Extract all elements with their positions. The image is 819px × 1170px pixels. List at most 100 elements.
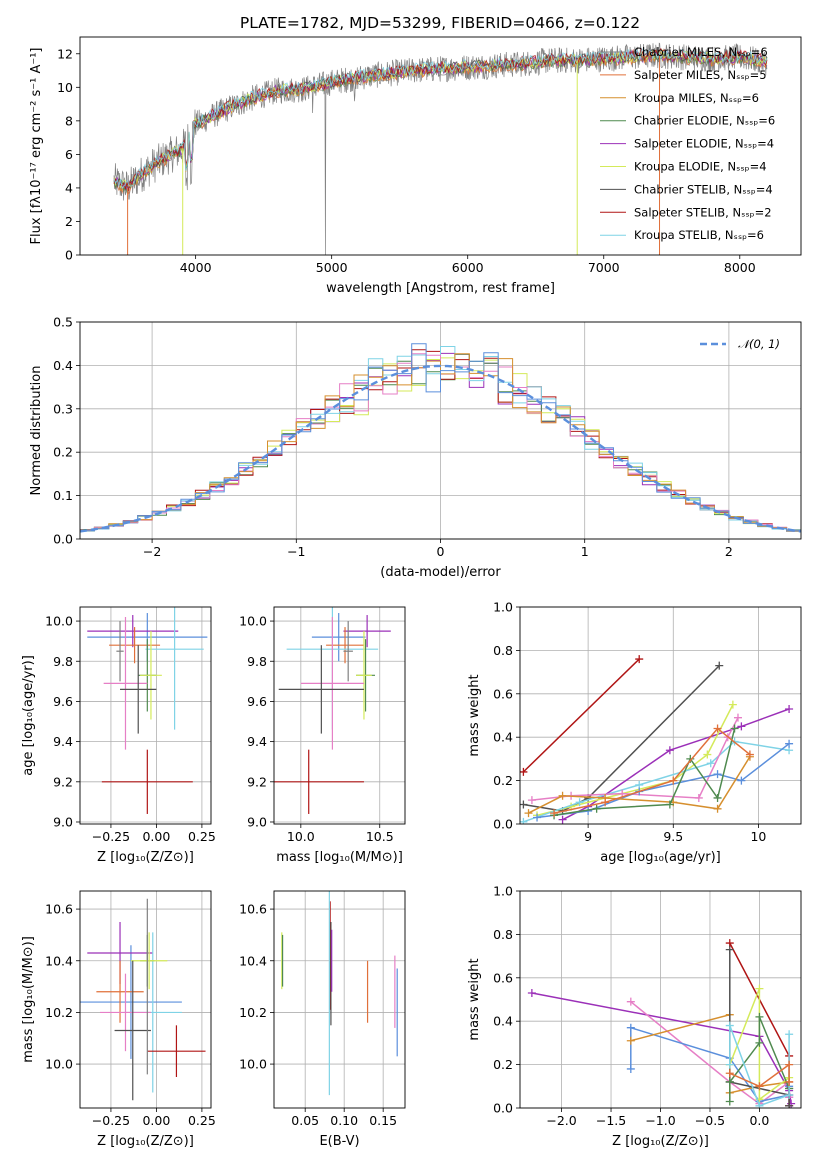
x-tick-label: 0.00 — [142, 829, 170, 844]
weight-marker — [713, 724, 722, 733]
y-tick-label: 0.1 — [53, 488, 73, 503]
x-tick-label: 10.0 — [287, 829, 315, 844]
x-tick-label: −1.0 — [645, 1113, 675, 1128]
y-tick-label: 9.2 — [53, 774, 73, 789]
weight-marker — [527, 796, 536, 805]
y-tick-label: 9.0 — [53, 814, 73, 829]
weight-series-line — [536, 704, 734, 817]
y-tick-label: 0.8 — [493, 643, 513, 658]
x-tick-label: 0.10 — [330, 1113, 358, 1128]
weight-marker — [755, 1101, 764, 1108]
legend-label: Chabrier MILES, Nₛₛₚ=6 — [634, 45, 768, 59]
weight-marker — [524, 809, 533, 818]
y-tick-label: 10.4 — [239, 953, 267, 968]
y-axis-label: age [log₁₀(age/yr)] — [21, 655, 36, 776]
x-axis-label: wavelength [Angstrom, rest frame] — [326, 281, 555, 296]
weight-marker — [715, 661, 724, 670]
x-tick-label: 0.00 — [142, 1113, 170, 1128]
y-tick-label: 0.3 — [53, 401, 73, 416]
legend-label: Kroupa MILES, Nₛₛₚ=6 — [634, 91, 759, 105]
y-tick-label: 0.0 — [493, 1101, 513, 1116]
weight-marker — [737, 722, 746, 731]
weight-marker — [785, 1101, 794, 1108]
y-tick-label: 0.2 — [53, 445, 73, 460]
y-tick-label: 10.0 — [45, 614, 73, 629]
weight-marker — [527, 988, 536, 997]
y-tick-label: 0.4 — [493, 1014, 513, 1029]
y-tick-label: 9.8 — [53, 654, 73, 669]
mass-age-panel: 10.0 10.5 9.0 9.2 9.4 9.6 9.8 10.0 mass [log₁₀(M… — [239, 606, 406, 865]
weight-series-line — [523, 740, 790, 823]
y-tick-label: 10.6 — [45, 902, 73, 917]
y-tick-label: 0.6 — [493, 686, 513, 701]
x-axis-label: mass [log₁₀(M/M⊙)] — [276, 850, 403, 865]
plot-area — [520, 655, 794, 824]
axes-frame — [519, 890, 802, 1109]
axes-frame — [519, 606, 802, 825]
y-tick-label: 0.6 — [493, 970, 513, 985]
weight-marker — [703, 750, 712, 759]
legend-label: Salpeter MILES, Nₛₛₚ=5 — [634, 68, 767, 82]
x-tick-label: −0.5 — [695, 1113, 725, 1128]
x-axis-label: (data-model)/error — [380, 565, 501, 580]
weight-marker — [755, 984, 764, 993]
extinction-mass-panel: 0.05 0.10 0.15 10.0 10.2 10.4 10.6 E(B-V) — [239, 890, 406, 1149]
x-tick-label: 0.0 — [749, 1113, 769, 1128]
y-tick-label: 10.4 — [45, 953, 73, 968]
weight-marker — [520, 767, 528, 776]
residuals-histogram-panel: −2 −1 0 1 2 0.0 0.1 0.2 0.3 0.4 0.5 (data-model)/er… — [29, 315, 802, 580]
weight-marker — [533, 813, 542, 822]
weight-marker — [558, 791, 567, 800]
x-tick-label: 0.15 — [369, 1113, 397, 1128]
plot-area — [527, 939, 796, 1108]
plot-area — [87, 607, 208, 814]
y-tick-label: 0.4 — [493, 730, 513, 745]
weight-marker — [785, 1060, 794, 1069]
y-tick-label: 9.0 — [247, 814, 267, 829]
spectrum-panel: 4000 5000 6000 7000 8000 0 2 4 6 8 10 12 wavelength … — [29, 36, 802, 296]
y-tick-label: 9.6 — [247, 694, 267, 709]
y-tick-label: 6 — [65, 147, 73, 162]
x-tick-label: 0 — [437, 544, 445, 559]
weight-marker — [713, 770, 722, 779]
x-tick-label: 1 — [581, 544, 589, 559]
y-axis-label: mass [log₁₀(M/M⊙)] — [21, 936, 36, 1063]
y-tick-label: 0 — [65, 248, 73, 263]
x-axis-label: Z [log₁₀(Z/Z⊙)] — [97, 850, 194, 865]
weight-marker — [725, 1069, 734, 1078]
weight-marker — [550, 809, 559, 818]
y-tick-label: 0.8 — [493, 927, 513, 942]
weight-marker — [520, 800, 528, 809]
x-tick-label: −1.5 — [596, 1113, 626, 1128]
legend-label: 𝒩(0, 1) — [738, 337, 780, 351]
histogram-series — [80, 353, 801, 531]
metallicity-weight-panel: −2.0 −1.5 −1.0 −0.5 0.0 0.0 0.2 0.4 0.6 0.8 1.0 Z [… — [467, 884, 802, 1149]
y-tick-label: 0.0 — [493, 817, 513, 832]
y-tick-label: 10.0 — [45, 1057, 73, 1072]
x-tick-label: 0.25 — [188, 829, 216, 844]
weight-marker — [785, 1077, 794, 1086]
weight-marker — [785, 704, 794, 713]
axes-frame — [273, 606, 406, 825]
weight-series-line — [729, 1063, 790, 1088]
y-tick-label: 12 — [57, 46, 73, 61]
weight-marker — [725, 1060, 734, 1069]
legend-label: Salpeter STELIB, Nₛₛₚ=2 — [634, 205, 772, 219]
plot-area — [281, 891, 398, 1096]
x-tick-label: 8000 — [724, 260, 756, 275]
x-tick-label: 9.5 — [663, 829, 683, 844]
weight-marker — [755, 1012, 764, 1021]
y-tick-label: 0.4 — [53, 358, 73, 373]
x-tick-label: 2 — [725, 544, 733, 559]
legend-label: Kroupa STELIB, Nₛₛₚ=6 — [634, 228, 764, 242]
y-tick-label: 0.2 — [493, 1057, 513, 1072]
weight-marker — [601, 798, 610, 807]
axes-frame — [79, 321, 802, 540]
weight-marker — [665, 746, 674, 755]
model-spectrum-salpeter-stelib — [113, 47, 768, 192]
y-tick-label: 10.2 — [239, 1005, 267, 1020]
weight-marker — [665, 800, 674, 809]
histogram-series — [80, 343, 801, 532]
